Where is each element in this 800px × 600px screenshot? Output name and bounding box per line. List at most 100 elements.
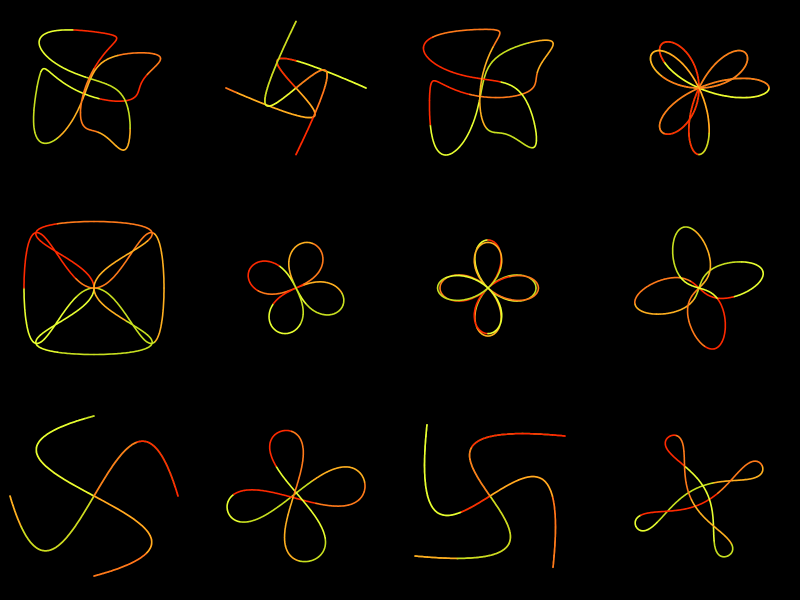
figure-2-overlay-segment xyxy=(300,116,315,145)
figure-11-overlay-segment xyxy=(425,424,428,438)
figure-8-overlay-segment xyxy=(682,226,695,231)
figure-1-segment xyxy=(74,88,100,100)
figure-5-segment xyxy=(153,233,163,254)
figure-2-overlay-segment xyxy=(275,87,297,104)
figure-5-segment xyxy=(75,277,95,289)
figure-1-overlay-segment xyxy=(105,83,122,95)
figure-1-overlay-curve xyxy=(38,29,131,151)
figure-12-segment xyxy=(639,528,649,532)
figure-3-overlay-segment xyxy=(526,103,536,125)
figure-12-overlay-segment xyxy=(715,550,723,558)
figure-1-overlay-segment xyxy=(122,143,130,151)
figure-8-overlay-segment xyxy=(688,320,696,337)
figure-8-segment xyxy=(663,276,681,280)
figure-1-segment xyxy=(36,70,42,88)
figure-12-segment xyxy=(634,514,642,522)
figure-9-segment xyxy=(125,551,148,567)
figure-12-segment xyxy=(694,482,714,490)
figure-5-overlay-segment xyxy=(39,320,63,336)
figure-6-overlay-segment xyxy=(268,302,275,315)
figure-4-segment xyxy=(663,61,700,89)
figure-2-overlay-segment xyxy=(314,69,328,74)
figure-10-segment xyxy=(249,514,266,523)
figure-2-segment xyxy=(295,87,313,108)
figure-10-segment xyxy=(226,500,229,511)
figure-6-overlay-segment xyxy=(311,242,322,253)
figure-11-segment xyxy=(489,495,508,524)
figure-10-overlay-segment xyxy=(275,465,287,482)
figure-2-overlay-segment xyxy=(277,31,292,60)
figure-12-overlay-segment xyxy=(685,482,693,501)
figure-1-overlay-segment xyxy=(97,31,115,37)
figure-1-overlay-segment xyxy=(38,30,52,41)
figure-12-segment xyxy=(761,464,764,473)
figure-2-overlay-curve xyxy=(264,20,328,156)
figure-9-segment xyxy=(40,425,63,441)
figure-1-overlay-segment xyxy=(43,52,63,68)
figure-7-overlay-segment xyxy=(498,249,503,270)
figure-5-segment xyxy=(153,322,163,343)
figure-4-overlay-segment xyxy=(735,53,749,77)
figure-3-overlay-segment xyxy=(492,34,501,48)
figure-8-segment xyxy=(698,277,704,289)
figure-11-segment xyxy=(472,468,491,497)
figure-1-overlay-segment xyxy=(73,29,99,34)
figure-3-overlay-segment xyxy=(495,29,501,36)
figure-8-segment xyxy=(710,262,726,271)
figure-12-segment xyxy=(717,480,732,494)
figure-10-segment xyxy=(226,509,233,519)
figure-12-overlay-segment xyxy=(665,447,674,457)
figure-5-segment xyxy=(128,318,145,340)
figure-3-segment xyxy=(434,145,447,156)
figure-12-overlay-segment xyxy=(683,465,698,479)
figure-2-segment xyxy=(236,92,267,106)
figure-10-segment xyxy=(315,502,335,507)
figure-5-segment xyxy=(93,277,113,289)
figure-5-overlay-segment xyxy=(93,287,105,306)
figure-5-overlay-segment xyxy=(56,351,95,356)
figure-3-overlay-segment xyxy=(479,28,498,31)
figure-1-segment xyxy=(56,119,74,139)
figure-8-segment xyxy=(698,287,709,296)
figure-7-overlay-segment xyxy=(529,287,540,299)
figure-6-segment xyxy=(312,309,324,316)
figure-3-segment xyxy=(429,123,436,148)
figure-10-overlay-segment xyxy=(290,430,300,438)
figure-12-overlay-segment xyxy=(664,435,671,442)
figure-4-overlay-segment xyxy=(698,87,710,135)
figure-4-overlay-segment xyxy=(725,49,748,56)
figure-4-segment xyxy=(746,77,770,89)
figure-9-overlay-segment xyxy=(12,504,23,528)
figure-11-overlay-segment xyxy=(551,495,557,528)
figure-1-overlay-segment xyxy=(50,29,75,33)
figure-5-segment xyxy=(160,287,165,324)
figure-8-overlay-segment xyxy=(675,226,685,235)
figure-3-segment xyxy=(458,124,473,148)
figure-4-overlay-segment xyxy=(670,54,700,89)
figure-6-segment xyxy=(312,281,325,284)
figure-2-segment xyxy=(264,103,297,116)
figure-8-segment xyxy=(755,263,764,273)
figure-1-overlay-segment xyxy=(97,131,109,139)
figure-6-overlay-segment xyxy=(288,260,291,272)
figure-6-segment xyxy=(256,260,270,264)
figure-10-overlay-segment xyxy=(298,560,310,563)
figure-3-segment xyxy=(430,80,437,86)
figure-1-overlay-segment xyxy=(127,108,131,129)
figure-11-segment xyxy=(506,522,512,545)
figure-1-segment xyxy=(146,64,157,76)
figure-1-segment xyxy=(32,109,36,134)
figure-5-segment xyxy=(25,322,35,343)
figure-5-overlay-segment xyxy=(93,351,132,356)
figure-8-segment xyxy=(655,311,674,315)
figure-6-overlay-segment xyxy=(270,323,281,334)
figure-12-overlay-segment xyxy=(720,555,729,558)
figure-10-segment xyxy=(230,516,241,523)
figure-10-overlay-segment xyxy=(285,479,300,497)
figure-5-overlay-segment xyxy=(56,220,95,225)
figure-12-segment xyxy=(656,510,669,524)
figure-5-segment xyxy=(32,231,46,238)
figure-7-overlay-segment xyxy=(445,297,467,302)
figure-6-overlay-segment xyxy=(303,278,313,285)
